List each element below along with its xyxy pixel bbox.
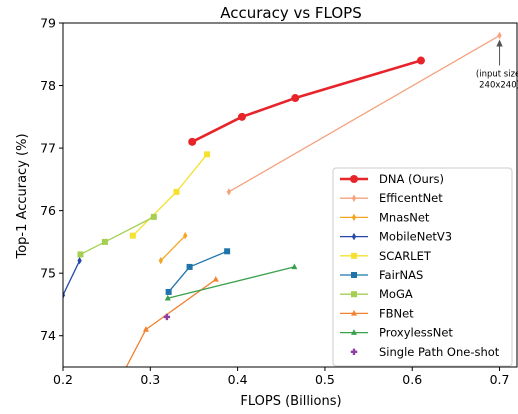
point-8-0 (164, 294, 171, 301)
series-7 (117, 275, 219, 382)
series-4 (129, 151, 211, 239)
point-1-0 (226, 188, 232, 196)
legend-label-7: FBNet (379, 306, 414, 320)
legend-label-8: ProxylessNet (379, 326, 453, 340)
legend-entry-3: MobileNetV3 (340, 230, 452, 244)
x-axis-label: FLOPS (Billions) (240, 394, 341, 409)
axes-layer: 0.2 0.3 0.4 0.5 0.6 0.7 74 75 76 77 78 79 (40, 16, 518, 387)
series-line-2 (160, 235, 186, 262)
point-5-1 (186, 263, 193, 270)
series-2 (158, 231, 188, 265)
point-0-1 (237, 112, 246, 121)
point-4-1 (173, 188, 180, 195)
series-line-0 (191, 59, 422, 143)
point-2-0 (158, 256, 163, 265)
point-0-3 (416, 56, 425, 65)
point-7-2 (212, 275, 219, 282)
legend-label-1: EfficentNet (379, 191, 443, 205)
x-tick-label-0: 0.2 (53, 372, 73, 387)
series-5 (165, 248, 231, 295)
y-tick-label-5: 79 (40, 16, 56, 31)
point-1-1 (497, 31, 502, 40)
series-6 (77, 213, 157, 258)
point-6-1 (101, 238, 108, 245)
series-3 (63, 256, 82, 299)
point-6-0 (77, 251, 84, 258)
point-2-1 (183, 231, 188, 240)
legend-marker-6 (351, 291, 357, 298)
series-line-3 (63, 260, 81, 296)
legend-label-2: MnasNet (379, 210, 430, 224)
legend-marker-1 (351, 194, 357, 202)
x-tick-label-4: 0.6 (402, 372, 422, 387)
y-tick-label-3: 77 (40, 141, 56, 156)
legend-label-4: SCARLET (379, 249, 432, 263)
legend-label-9: Single Path One-shot (379, 345, 500, 359)
x-tick-label-2: 0.4 (228, 372, 248, 387)
legend-marker-9 (350, 348, 358, 355)
legend-marker-0 (350, 175, 358, 183)
annotation-arrow-head (496, 39, 503, 47)
legend-marker-2 (351, 213, 357, 222)
legend-entry-6: MoGA (340, 287, 413, 301)
annotation-layer: (input size:240x240) (476, 39, 518, 91)
legend-marker-5 (351, 272, 357, 278)
legend-entry-9: Single Path One-shot (350, 345, 500, 359)
point-6-2 (150, 213, 157, 220)
legend-label-6: MoGA (379, 287, 413, 301)
legend-label-5: FairNAS (379, 268, 423, 282)
y-axis-label: Top-1 Accuracy (%) (15, 133, 30, 259)
point-5-2 (224, 248, 231, 255)
point-0-2 (291, 94, 300, 103)
y-tick-label-0: 74 (40, 328, 56, 343)
point-9-0 (163, 313, 171, 321)
legend-marker-4 (351, 252, 357, 259)
legend-entry-8: ProxylessNet (340, 326, 453, 340)
legend-label-3: MobileNetV3 (379, 230, 452, 244)
legend-marker-7 (351, 309, 357, 316)
legend-entry-0: DNA (Ours) (340, 172, 444, 186)
series-0 (188, 56, 425, 146)
series-line-1 (228, 34, 500, 193)
series-layer (63, 31, 502, 382)
legend-entry-2: MnasNet (340, 210, 430, 224)
legend-marker-3 (351, 232, 357, 241)
chart-title: Accuracy vs FLOPS (220, 4, 362, 22)
legend-entry-7: FBNet (340, 306, 414, 320)
point-8-1 (291, 263, 298, 270)
annotation-text-0: (input size: (476, 70, 518, 80)
legend-label-0: DNA (Ours) (379, 172, 444, 186)
legend-entry-1: EfficentNet (340, 191, 443, 205)
x-tick-label-3: 0.5 (315, 372, 335, 387)
point-4-2 (204, 151, 211, 158)
annotation-text-1: 240x240) (479, 81, 518, 91)
legend-box (332, 167, 513, 367)
series-line-8 (167, 266, 295, 299)
x-tick-label-1: 0.3 (140, 372, 160, 387)
point-7-1 (142, 326, 149, 332)
series-9 (163, 313, 171, 321)
point-7-0 (117, 376, 123, 382)
y-tick-label-2: 76 (40, 203, 56, 218)
series-line-6 (80, 216, 155, 255)
series-1 (226, 31, 502, 196)
point-3-0 (63, 291, 66, 299)
point-4-0 (129, 232, 136, 239)
legend-marker-8 (351, 329, 357, 335)
legend: DNA (Ours) EfficentNet MnasNet MobileNetV3 S… (332, 167, 513, 367)
legend-entry-4: SCARLET (340, 249, 432, 263)
x-tick-label-5: 0.7 (490, 372, 510, 387)
point-5-0 (165, 288, 172, 295)
series-line-4 (132, 153, 208, 237)
axes-frame (62, 22, 518, 368)
y-tick-label-1: 75 (40, 266, 56, 281)
y-tick-label-4: 78 (40, 78, 56, 93)
series-8 (164, 263, 298, 301)
point-3-1 (77, 256, 82, 265)
legend-entry-5: FairNAS (340, 268, 423, 282)
point-0-0 (188, 137, 197, 146)
